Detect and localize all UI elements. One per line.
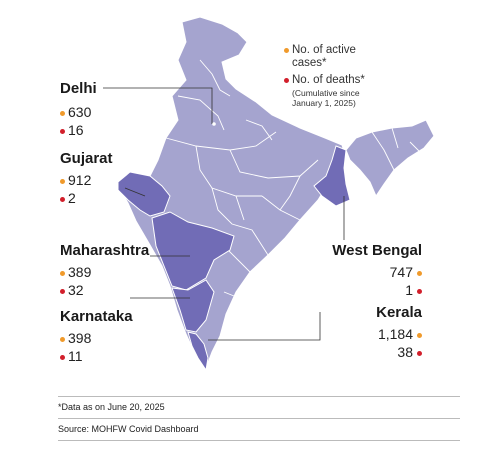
delhi-deaths: 16	[60, 122, 84, 138]
footer-note: *Data as on June 20, 2025	[58, 402, 165, 412]
city-dots	[212, 122, 216, 126]
west-bengal-active: 747	[390, 264, 422, 280]
state-boundaries	[165, 59, 421, 301]
west-bengal-active-value: 747	[389, 264, 413, 280]
northeast-shape	[345, 119, 435, 198]
west-bengal-label: West Bengal	[332, 242, 422, 259]
death-dot	[417, 288, 422, 294]
legend-note: (Cumulative since January 1, 2025)	[292, 88, 360, 108]
active-dot	[417, 270, 422, 276]
gujarat-deaths-value: 2	[68, 190, 76, 206]
karnataka-deaths-value: 11	[68, 348, 83, 364]
legend-active-line2: cases*	[292, 57, 327, 69]
footer-rule-bottom	[58, 440, 460, 441]
maharashtra-active: 389	[60, 264, 91, 280]
death-dot	[60, 288, 65, 294]
legend-note-line1: (Cumulative since	[292, 88, 360, 98]
leader-kerala	[208, 312, 321, 341]
legend-active: No. of active cases*	[284, 44, 356, 70]
death-dot	[60, 354, 65, 360]
kerala-label: Kerala	[376, 304, 422, 321]
maharashtra-deaths: 32	[60, 282, 84, 298]
kerala-active: 1,184	[378, 326, 422, 342]
footer-rule-middle	[58, 418, 460, 419]
death-dot	[417, 350, 422, 356]
legend-note-line2: January 1, 2025)	[292, 98, 356, 108]
legend-deaths-line: No. of deaths*	[292, 74, 365, 86]
legend-deaths: No. of deaths*	[284, 74, 365, 87]
maharashtra-active-value: 389	[68, 264, 92, 280]
death-dot	[60, 196, 65, 202]
gujarat-label: Gujarat	[60, 150, 113, 167]
karnataka-region	[171, 279, 215, 333]
leader-lines	[103, 87, 345, 341]
delhi-active: 630	[60, 104, 91, 120]
delhi-deaths-value: 16	[68, 122, 84, 138]
karnataka-label: Karnataka	[60, 308, 133, 325]
gujarat-active-value: 912	[68, 172, 92, 188]
footer-rule-top	[58, 396, 460, 397]
kerala-region	[187, 331, 209, 372]
leader-delhi	[103, 87, 213, 124]
west-bengal-deaths-value: 1	[405, 282, 413, 298]
death-dot	[60, 128, 65, 134]
delhi-active-value: 630	[68, 104, 92, 120]
kerala-deaths-value: 38	[397, 344, 413, 360]
maharashtra-label: Maharashtra	[60, 242, 150, 259]
maharashtra-deaths-value: 32	[68, 282, 84, 298]
kerala-deaths: 38	[397, 344, 422, 360]
west-bengal-deaths: 1	[405, 282, 422, 298]
active-dot	[60, 110, 65, 116]
karnataka-active: 398	[60, 330, 91, 346]
west-bengal-region	[313, 145, 351, 207]
footer-source: Source: MOHFW Covid Dashboard	[58, 424, 199, 434]
legend-active-line1: No. of active	[292, 44, 356, 56]
delhi-marker	[212, 122, 216, 126]
karnataka-active-value: 398	[68, 330, 92, 346]
gujarat-active: 912	[60, 172, 91, 188]
maharashtra-region	[151, 211, 235, 291]
active-dot	[60, 178, 65, 184]
gujarat-deaths: 2	[60, 190, 76, 206]
karnataka-deaths: 11	[60, 348, 83, 364]
active-dot	[417, 332, 422, 338]
gujarat-region	[117, 171, 171, 217]
kerala-active-value: 1,184	[377, 326, 413, 342]
deaths-dot	[284, 78, 289, 83]
highlighted-states	[117, 145, 351, 372]
active-dot	[60, 270, 65, 276]
delhi-label: Delhi	[60, 80, 97, 97]
active-cases-dot	[284, 48, 289, 53]
leader-gujarat	[124, 187, 146, 197]
active-dot	[60, 336, 65, 342]
